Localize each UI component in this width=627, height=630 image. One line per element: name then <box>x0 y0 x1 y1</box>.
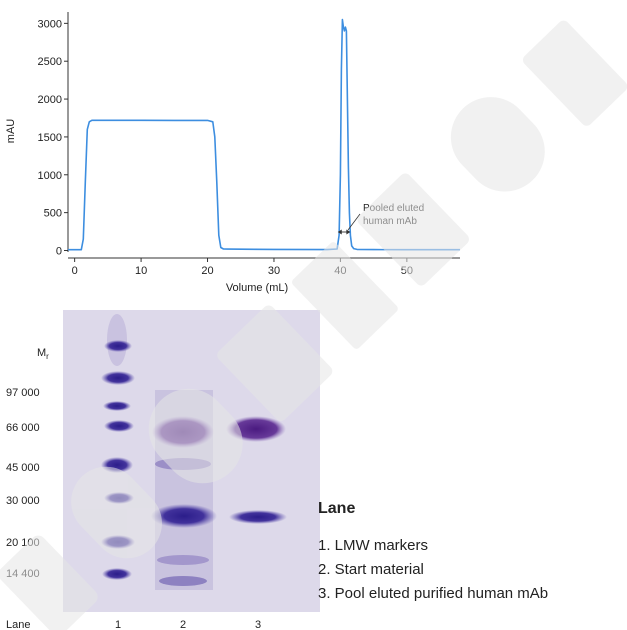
marker-label-14400: 14 400 <box>6 568 40 580</box>
marker-band-14400 <box>102 568 132 580</box>
x-tick-label: 40 <box>334 265 346 277</box>
y-tick-label: 2000 <box>38 94 62 106</box>
marker-band-66000 <box>104 420 134 432</box>
marker-band-97000 <box>103 401 131 411</box>
y-tick-label: 2500 <box>38 56 62 68</box>
x-tick-label: 0 <box>72 265 78 277</box>
x-tick-label: 30 <box>268 265 280 277</box>
marker-label-30000: 30 000 <box>6 495 40 507</box>
y-tick-group: 0 500 1000 1500 2000 2500 3000 <box>38 18 68 257</box>
legend-item-lane2: 2. Start material <box>318 561 424 578</box>
y-tick-label: 1000 <box>38 170 62 182</box>
y-axis-label: mAU <box>5 119 17 144</box>
lane-legend: Lane 1. LMW markers 2. Start material 3.… <box>318 500 548 606</box>
lane-number-2: 2 <box>180 619 186 630</box>
marker-band-45000 <box>101 457 133 473</box>
x-tick-label: 10 <box>135 265 147 277</box>
marker-band-30000 <box>104 492 134 504</box>
x-axis-label: Volume (mL) <box>226 282 288 294</box>
lane2-bottom-band <box>159 576 207 586</box>
lane3-light-band <box>229 510 287 524</box>
lane1-top-smear <box>107 314 127 366</box>
marker-label-20100: 20 100 <box>6 537 40 549</box>
marker-label-66000: 66 000 <box>6 422 40 434</box>
y-tick-label: 1500 <box>38 132 62 144</box>
legend-title: Lane <box>318 500 356 517</box>
marker-label-97000: 97 000 <box>6 387 40 399</box>
mr-label: Mr <box>37 347 49 361</box>
sds-page-gel-figure: Mr 97 000 66 000 45 000 30 000 20 100 14… <box>6 310 320 630</box>
annotation-text-line2: human mAb <box>363 216 417 227</box>
lane-number-1: 1 <box>115 619 121 630</box>
lane2-light-band <box>151 504 217 528</box>
marker-band-high-1 <box>104 340 132 352</box>
chromatogram-chart: 0 500 1000 1500 2000 2500 3000 0 10 20 30 40 50 mAU… <box>5 12 460 294</box>
y-tick-label: 500 <box>44 208 62 220</box>
x-tick-label: 50 <box>401 265 413 277</box>
lane2-lower-band <box>157 555 209 565</box>
pool-range-arrowhead-right <box>346 229 351 235</box>
lane-header-label: Lane <box>6 619 30 630</box>
lane3-heavy-band <box>226 416 286 442</box>
legend-item-lane1: 1. LMW markers <box>318 537 429 554</box>
marker-band-20100 <box>101 535 135 549</box>
marker-band-high-2 <box>101 371 135 385</box>
marker-label-45000: 45 000 <box>6 462 40 474</box>
y-tick-label: 0 <box>56 245 62 257</box>
lane-number-3: 3 <box>255 619 261 630</box>
x-tick-label: 20 <box>201 265 213 277</box>
lane2-mid-band <box>155 458 211 470</box>
annotation-text-line1: Pooled eluted <box>363 203 424 214</box>
y-tick-label: 3000 <box>38 18 62 30</box>
x-tick-group: 0 10 20 30 40 50 <box>72 258 413 277</box>
lane2-heavy-band <box>152 416 214 448</box>
legend-item-lane3: 3. Pool eluted purified human mAb <box>318 585 549 602</box>
pool-range-arrowhead-left <box>337 229 342 235</box>
